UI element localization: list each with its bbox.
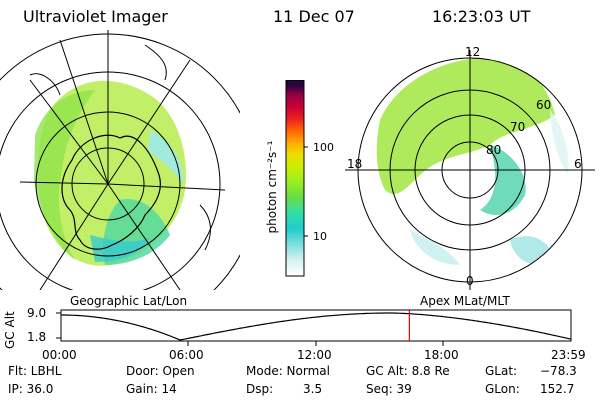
status-gain: Gain: 14 — [126, 382, 177, 396]
status-seq: Seq: 39 — [366, 382, 412, 396]
status-door: Door: Open — [126, 364, 195, 378]
mlt-label-bottom: 0 — [466, 274, 474, 288]
status-dsp-label: Dsp: — [246, 382, 274, 396]
auroral-oval — [376, 58, 555, 194]
time-label: 16:23:03 UT — [432, 7, 531, 26]
timeline-ylabel: GC Alt — [3, 311, 17, 349]
timeline-frame — [60, 309, 572, 342]
status-flt: Flt: LBHL — [8, 364, 62, 378]
left-map-caption: Geographic Lat/Lon — [70, 294, 188, 308]
status-ip: IP: 36.0 — [8, 382, 54, 396]
mlt-label-right: 6 — [574, 157, 582, 171]
status-glat-value: −78.3 — [540, 364, 577, 378]
status-glon-value: 152.7 — [540, 382, 575, 396]
meridian-line — [39, 183, 109, 290]
timeline-plot — [56, 309, 572, 346]
mlt-label-top: 12 — [465, 45, 481, 59]
timeline-xtick-2: 12:00 — [297, 348, 332, 362]
meridian-line — [59, 39, 109, 185]
meridian-line — [19, 181, 109, 185]
right-map-caption: Apex MLat/MLT — [420, 294, 510, 308]
meridian-line — [29, 79, 109, 185]
mlat-label-60: 60 — [536, 98, 552, 112]
timeline-xtick-0: 00:00 — [42, 348, 77, 362]
status-gc-alt: GC Alt: 8.8 Re — [366, 364, 450, 378]
continent-outline — [61, 134, 161, 250]
meridian-line — [107, 59, 191, 185]
status-mode: Mode: Normal — [246, 364, 330, 378]
meridian-line — [107, 183, 181, 290]
timeline-xtick-3: 18:00 — [424, 348, 459, 362]
gc-altitude-curve — [61, 312, 572, 341]
geographic-map — [0, 30, 240, 290]
magnetic-map — [345, 50, 595, 290]
instrument-title: Ultraviolet Imager — [23, 7, 168, 26]
mlt-label-left: 18 — [347, 157, 363, 171]
mlat-label-70: 70 — [510, 120, 526, 134]
colorbar-tick-100: 100 — [313, 141, 334, 154]
status-glon-label: GLon: — [485, 382, 520, 396]
colorbar-gradient — [285, 80, 305, 277]
colorbar — [285, 80, 308, 277]
timeline-ytick-high: 9.0 — [27, 306, 47, 320]
timeline-xtick-4: 23:59 — [551, 348, 586, 362]
date-label: 11 Dec 07 — [273, 7, 355, 26]
timeline-ytick-low: 1.8 — [27, 330, 47, 344]
meridian-line — [107, 183, 226, 191]
colorbar-tick-10: 10 — [313, 230, 327, 243]
status-glat-label: GLat: — [485, 364, 518, 378]
status-dsp-value: 3.5 — [303, 382, 323, 396]
timeline-xtick-1: 06:00 — [169, 348, 204, 362]
mlat-label-80: 80 — [486, 143, 502, 157]
colorbar-unit-label: photon cm⁻²s⁻¹ — [265, 140, 279, 234]
